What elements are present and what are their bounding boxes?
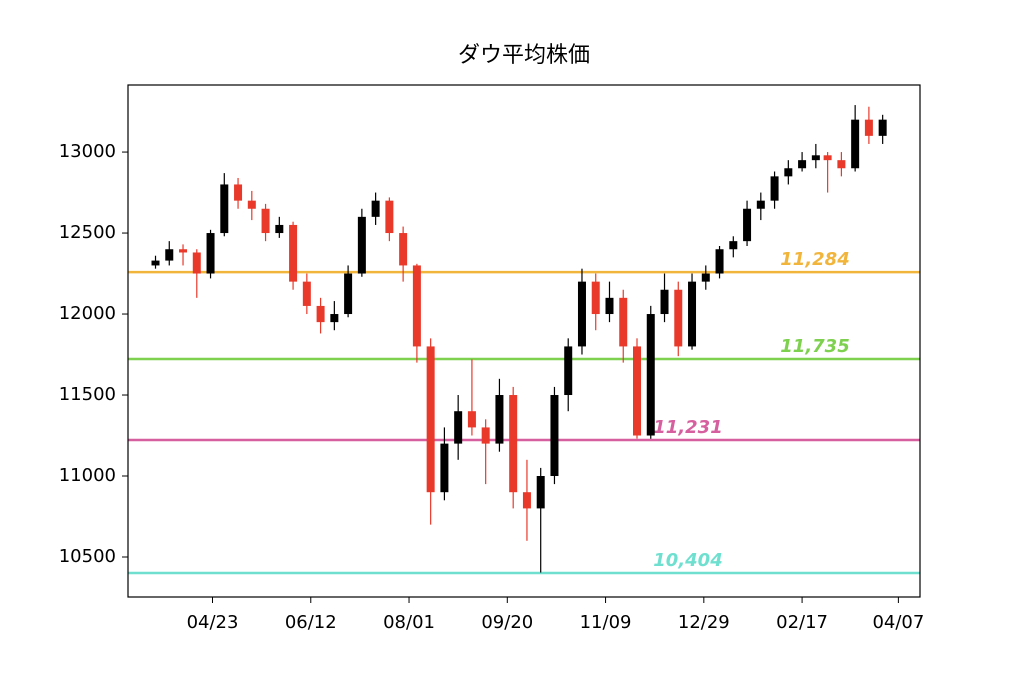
y-tick-label: 12500: [59, 222, 116, 243]
candle-body: [688, 281, 697, 347]
reference-label: 11,231: [653, 417, 722, 438]
candle-body: [192, 252, 201, 274]
candle-body: [275, 224, 284, 234]
candle-body: [823, 155, 832, 161]
x-tick-label: 06/12: [285, 612, 337, 633]
x-tick-label: 11/09: [580, 612, 632, 633]
candle-body: [605, 297, 614, 315]
y-tick-label: 11000: [59, 465, 116, 486]
candle-body: [467, 411, 476, 428]
candle-body: [811, 155, 820, 161]
candle-body: [357, 216, 366, 274]
candle-body: [729, 241, 738, 250]
candle-body: [701, 273, 710, 282]
candle-body: [633, 346, 642, 436]
plot-frame: [127, 84, 921, 598]
candle-body: [660, 289, 669, 315]
candle-body: [220, 184, 229, 234]
x-tick-label: 12/29: [678, 612, 730, 633]
candle-body: [756, 200, 765, 209]
candle-body: [674, 289, 683, 347]
candle-body: [798, 160, 807, 169]
candle-body: [743, 208, 752, 242]
candle-body: [165, 249, 174, 261]
candle-body: [864, 119, 873, 136]
candle-body: [564, 346, 573, 396]
candle-body: [385, 200, 394, 234]
candle-body: [770, 176, 779, 201]
candle-body: [302, 281, 311, 306]
candle-body: [206, 233, 215, 274]
candle-body: [371, 200, 380, 217]
candle-body: [426, 346, 435, 493]
candle-body: [330, 314, 339, 323]
candle-body: [495, 395, 504, 444]
candle-body: [715, 249, 724, 274]
candle-body: [344, 273, 353, 315]
candle-body: [878, 119, 887, 136]
candle-body: [646, 314, 655, 436]
candle-body: [784, 168, 793, 177]
candle-body: [591, 281, 600, 315]
x-tick-label: 04/23: [187, 612, 239, 633]
reference-label: 10,404: [653, 550, 722, 571]
candle-body: [454, 411, 463, 444]
candle-body: [550, 395, 559, 477]
candle-body: [577, 281, 586, 347]
candle-body: [261, 208, 270, 234]
candle-body: [234, 184, 243, 201]
candle-body: [619, 297, 628, 347]
candle-body: [509, 395, 518, 493]
y-tick-label: 13000: [59, 141, 116, 162]
chart-title: ダウ平均株価: [458, 43, 590, 68]
x-tick-label: 09/20: [481, 612, 533, 633]
x-tick-label: 04/07: [872, 612, 924, 633]
candle-body: [440, 443, 449, 493]
candle-body: [536, 476, 545, 509]
candle-body: [837, 160, 846, 169]
y-tick-label: 12000: [59, 303, 116, 324]
reference-label: 11,284: [780, 249, 849, 270]
candle-body: [316, 305, 325, 323]
candle-body: [522, 492, 531, 509]
reference-label: 11,735: [780, 336, 849, 357]
y-tick-label: 11500: [59, 384, 116, 405]
candle-body: [851, 119, 860, 169]
candle-body: [412, 265, 421, 347]
candle-body: [179, 249, 188, 253]
y-tick-label: 10500: [59, 546, 116, 567]
x-tick-label: 02/17: [776, 612, 828, 633]
x-tick-label: 08/01: [383, 612, 435, 633]
candle-body: [151, 260, 160, 266]
candle-body: [481, 427, 490, 444]
candle-body: [399, 233, 408, 266]
candle-body: [247, 200, 256, 209]
candle-body: [289, 224, 298, 282]
